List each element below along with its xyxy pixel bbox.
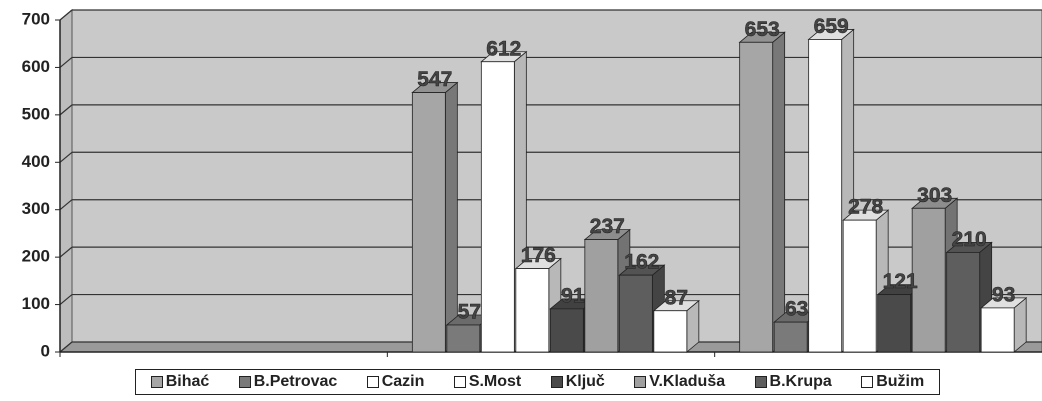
y-tick-label: 400 <box>22 152 50 171</box>
legend-label: Ključ <box>565 373 605 390</box>
bar-3d <box>980 297 1028 353</box>
legend-item: Bužim <box>861 373 924 391</box>
grid-line <box>59 151 73 163</box>
y-tick-label: 500 <box>22 104 50 123</box>
legend-swatch <box>150 376 163 388</box>
legend-swatch <box>453 376 466 388</box>
legend-label: Bužim <box>876 373 925 390</box>
grid-line <box>59 104 73 116</box>
grid-line <box>59 294 73 306</box>
bar <box>411 92 446 353</box>
grid-line <box>59 9 73 21</box>
legend-item: Cazin <box>366 373 425 391</box>
bar <box>584 239 619 353</box>
data-label: 91 <box>561 284 585 307</box>
legend-label: V.Kladuša <box>649 373 726 390</box>
legend-swatch <box>754 376 767 388</box>
grid-line <box>59 56 73 68</box>
legend-label: B.Petrovac <box>253 373 338 390</box>
grid-line <box>59 246 73 258</box>
bar <box>808 39 843 353</box>
bar-3d <box>911 197 959 353</box>
data-label: 237 <box>590 215 625 238</box>
data-label: 93 <box>992 283 1015 306</box>
bar-3d <box>842 209 890 353</box>
bar-side <box>772 31 786 353</box>
bar <box>773 321 808 353</box>
data-label: 303 <box>917 184 952 207</box>
bar-3d <box>583 228 631 353</box>
grid-line <box>59 341 73 353</box>
y-tick-label: 0 <box>41 341 50 360</box>
data-label: 653 <box>745 18 780 41</box>
bar-3d <box>652 299 700 353</box>
data-label: 87 <box>665 286 688 309</box>
data-label: 57 <box>458 301 481 324</box>
data-label: 210 <box>952 228 987 251</box>
legend-item: V.Kladuša <box>634 373 725 391</box>
side-wall <box>59 8 73 354</box>
legend-item: Bihać <box>150 373 210 391</box>
legend-item: B.Petrovac <box>238 373 338 391</box>
y-tick-label: 100 <box>22 294 50 313</box>
bar <box>842 219 877 353</box>
bar <box>739 41 774 353</box>
legend-swatch <box>861 376 874 388</box>
bar <box>653 310 688 353</box>
legend-item: Ključ <box>550 373 605 391</box>
legend-item: S.Most <box>453 373 522 391</box>
bar-side <box>444 81 458 353</box>
legend-swatch <box>366 376 379 388</box>
data-label: 547 <box>417 68 452 91</box>
bar <box>980 307 1015 353</box>
bar <box>618 274 653 353</box>
data-label: 63 <box>785 298 808 321</box>
legend-label: B.Krupa <box>769 373 832 390</box>
legend-swatch <box>550 376 563 388</box>
y-tick-label: 600 <box>22 57 50 76</box>
bar <box>877 294 912 353</box>
y-tick-label: 200 <box>22 247 50 266</box>
bar <box>911 207 946 353</box>
grid-line <box>59 199 73 211</box>
bar-3d <box>738 31 786 353</box>
legend-swatch <box>238 376 251 388</box>
legend: Bihać B.Petrovac Cazin S.Most Ključ V.Kladuša… <box>135 369 940 395</box>
data-label: 612 <box>486 37 521 60</box>
bar <box>549 308 584 353</box>
bar <box>480 61 515 353</box>
data-label: 121 <box>883 270 918 293</box>
bar-3d <box>411 81 459 353</box>
bar <box>515 268 550 353</box>
y-tick-label: 700 <box>22 9 50 28</box>
bar <box>946 251 981 353</box>
data-label: 162 <box>624 251 659 274</box>
data-label: 278 <box>848 196 883 219</box>
bar <box>446 324 481 353</box>
legend-label: Bihać <box>165 373 210 390</box>
y-tick-label: 300 <box>22 199 50 218</box>
legend-label: S.Most <box>468 373 522 390</box>
legend-item: B.Krupa <box>754 373 832 391</box>
legend-label: Cazin <box>381 373 425 390</box>
data-label: 659 <box>814 15 849 38</box>
data-label: 176 <box>521 244 556 267</box>
legend-swatch <box>634 376 647 388</box>
